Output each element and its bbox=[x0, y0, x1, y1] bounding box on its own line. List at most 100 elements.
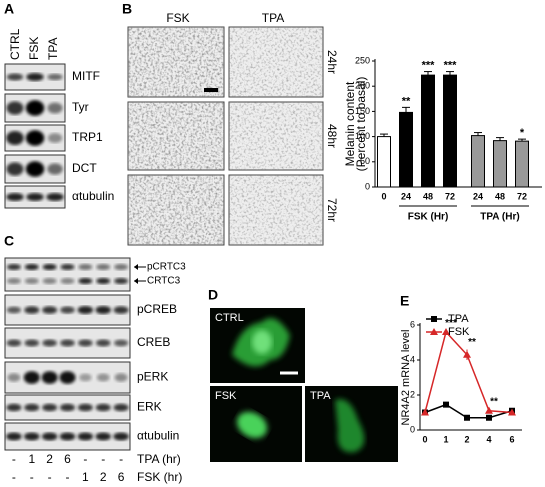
lane-label: FSK bbox=[27, 37, 41, 60]
legend-marker bbox=[431, 316, 437, 322]
significance: ** bbox=[402, 95, 411, 107]
panel-letter: B bbox=[122, 1, 132, 17]
blot-band bbox=[24, 278, 39, 284]
legend-marker bbox=[430, 328, 438, 335]
blot-band bbox=[6, 162, 24, 176]
x-tick-label: 0 bbox=[422, 434, 427, 444]
blot-band bbox=[96, 264, 111, 270]
cell-nucleus bbox=[252, 330, 272, 354]
y-tick-label: 200 bbox=[355, 81, 370, 91]
significance: *** bbox=[422, 59, 436, 71]
blot-band bbox=[60, 339, 75, 347]
blot-band bbox=[59, 403, 76, 412]
blot-band bbox=[46, 193, 64, 201]
blot-band bbox=[6, 264, 21, 270]
y-axis-label: (Percent to basal) bbox=[354, 77, 368, 172]
blot-band bbox=[95, 403, 111, 412]
arrow-head bbox=[134, 278, 138, 284]
treatment-value: - bbox=[66, 470, 70, 484]
blot-band bbox=[60, 264, 75, 270]
blot-band bbox=[77, 306, 94, 314]
blot-label: DCT bbox=[72, 161, 97, 175]
blot-band bbox=[6, 73, 24, 81]
y-axis-label: NR4A2 mRNA level bbox=[400, 330, 412, 426]
treatment-value: - bbox=[101, 452, 105, 466]
micrograph-texture bbox=[128, 175, 224, 245]
blot-band bbox=[60, 278, 75, 284]
y-tick-label: 2 bbox=[410, 389, 415, 399]
blot-band bbox=[6, 193, 24, 201]
point bbox=[421, 408, 429, 416]
legend-label: TPA bbox=[448, 313, 469, 325]
y-tick-label: 150 bbox=[355, 106, 370, 116]
treatment-value: 1 bbox=[82, 470, 89, 484]
blot-band bbox=[113, 432, 129, 441]
treatment-value: 2 bbox=[46, 452, 53, 466]
treatment-value: 6 bbox=[64, 452, 71, 466]
blot-band bbox=[23, 432, 40, 441]
cell bbox=[335, 399, 365, 453]
y-tick-label: 100 bbox=[355, 131, 370, 141]
blot-band bbox=[6, 278, 21, 284]
blot-band bbox=[6, 306, 22, 314]
lane-label: CTRL bbox=[8, 28, 22, 60]
bar bbox=[421, 74, 435, 188]
blot-label: MITF bbox=[72, 69, 100, 83]
blot-band bbox=[78, 264, 93, 270]
blot-label: Tyr bbox=[72, 100, 89, 114]
x-tick-label: 24 bbox=[473, 191, 483, 201]
bar bbox=[515, 140, 529, 188]
y-tick-label: 6 bbox=[410, 319, 415, 329]
blot-band bbox=[25, 161, 45, 177]
group-label: TPA (Hr) bbox=[480, 212, 519, 223]
point bbox=[486, 414, 492, 421]
blot-band bbox=[26, 73, 44, 81]
micrograph-texture bbox=[229, 27, 323, 97]
blot-band bbox=[6, 432, 22, 441]
x-tick-label: 48 bbox=[495, 191, 505, 201]
blot-label: pCREB bbox=[137, 302, 177, 316]
x-tick-label: 72 bbox=[445, 191, 455, 201]
blot-label: CREB bbox=[137, 335, 170, 349]
blot-band bbox=[113, 339, 129, 347]
significance: *** bbox=[445, 318, 457, 329]
point bbox=[485, 406, 493, 414]
blot-band bbox=[7, 373, 21, 382]
blot-band bbox=[24, 403, 40, 412]
blot-band bbox=[78, 278, 93, 284]
blot-band bbox=[6, 339, 22, 347]
blot-band bbox=[24, 306, 40, 314]
blot-band bbox=[114, 278, 129, 284]
treatment-label: FSK (hr) bbox=[137, 470, 182, 484]
blot-label: αtubulin bbox=[137, 429, 179, 443]
blot-band bbox=[42, 306, 58, 314]
x-tick-label: 2 bbox=[464, 434, 469, 444]
x-tick-label: 0 bbox=[381, 191, 386, 201]
blot-band bbox=[24, 264, 39, 270]
bar bbox=[471, 135, 485, 188]
blot bbox=[4, 257, 131, 292]
blot-band bbox=[6, 101, 24, 115]
scale-bar bbox=[204, 88, 218, 92]
blot-band bbox=[77, 403, 93, 412]
blot-band bbox=[47, 102, 63, 114]
blot-band bbox=[96, 278, 111, 284]
panel-letter: A bbox=[4, 1, 14, 17]
x-tick-label: 72 bbox=[517, 191, 527, 201]
legend-label: FSK bbox=[448, 326, 470, 338]
panel-letter: E bbox=[400, 293, 409, 309]
blot-band bbox=[25, 100, 45, 116]
micrograph-texture bbox=[229, 175, 323, 245]
blot-band bbox=[79, 373, 92, 382]
x-tick-label: 4 bbox=[486, 434, 491, 444]
blot-band bbox=[95, 306, 112, 314]
blot-band bbox=[95, 339, 111, 347]
blot-label: pERK bbox=[137, 370, 168, 384]
lane-label: TPA bbox=[46, 38, 60, 60]
significance: ** bbox=[468, 337, 476, 348]
image-label: TPA bbox=[310, 390, 331, 402]
blot-band bbox=[77, 432, 94, 441]
blot-band bbox=[96, 373, 110, 382]
treatment-value: 1 bbox=[28, 452, 35, 466]
